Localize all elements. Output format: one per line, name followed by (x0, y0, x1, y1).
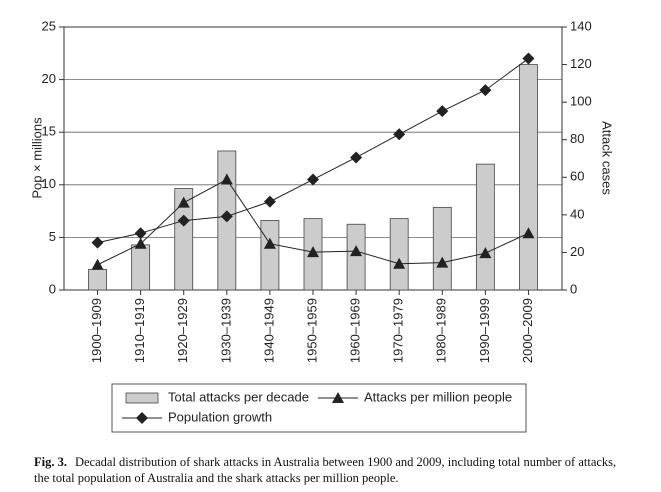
point (91, 258, 104, 270)
bar (88, 268, 107, 291)
caption-text: Decadal distribution of shark attacks in… (34, 455, 617, 485)
y-tick-label: 5 (49, 229, 56, 244)
point (177, 214, 190, 227)
x-tick-label: 2000–2009 (520, 298, 535, 363)
bar (475, 163, 495, 291)
point (91, 236, 104, 249)
point (393, 257, 406, 269)
bar (432, 206, 452, 291)
legend-label: Population growth (168, 409, 272, 424)
point (263, 195, 276, 208)
chart: Pop × millions Attack cases 0 5 10 15 20 25 0 2… (29, 18, 615, 433)
bar (131, 244, 151, 291)
y2-tick-label: 60 (570, 169, 584, 184)
x-tick-label: 1910–1919 (132, 298, 147, 363)
bar (174, 188, 194, 291)
bar (389, 218, 409, 291)
x-tick-label: 1900–1909 (89, 298, 104, 363)
point (350, 151, 363, 164)
figure-label: Fig. 3. (34, 455, 67, 469)
y2-tick-label: 100 (570, 94, 592, 109)
point (134, 237, 147, 249)
point (436, 105, 449, 118)
y2-axis-label: Attack cases (600, 121, 615, 195)
legend-marker (136, 412, 148, 424)
y-tick-label: 0 (49, 281, 56, 296)
x-tick-label: 1970–1979 (391, 298, 406, 363)
point (436, 256, 449, 268)
x-tick-label: 1980–1989 (434, 298, 449, 363)
legend-label: Attacks per million people (364, 389, 512, 404)
point (393, 128, 406, 141)
bar (519, 64, 538, 291)
bar (346, 223, 366, 291)
y2-tick-label: 80 (570, 131, 584, 146)
point (522, 227, 535, 239)
y2-tick-label: 20 (570, 244, 584, 259)
caption: Fig. 3. Decadal distribution of shark att… (34, 454, 634, 486)
legend-box (111, 383, 527, 433)
point (263, 237, 276, 249)
point (350, 245, 363, 257)
y-tick-label: 20 (42, 71, 56, 86)
point (522, 52, 535, 65)
y2-tick-label: 140 (570, 18, 592, 33)
x-tick-label: 1960–1969 (348, 298, 363, 363)
x-tick-label: 1930–1939 (218, 298, 233, 363)
line (97, 58, 529, 244)
y2-tick-label: 120 (570, 56, 592, 71)
point (307, 246, 319, 258)
y-tick-label: 15 (42, 124, 56, 139)
x-tick-label: 1990–1999 (477, 298, 492, 363)
y2-tick-label: 40 (570, 206, 584, 221)
point (479, 84, 492, 97)
bar (260, 220, 280, 291)
y-tick-label: 25 (42, 18, 56, 33)
x-tick-label: 1920–1929 (175, 298, 190, 363)
point (307, 173, 319, 186)
point (220, 210, 233, 223)
y-tick-label: 10 (42, 176, 56, 191)
point (220, 173, 233, 185)
legend-label: Total attacks per decade (168, 389, 309, 404)
point (479, 247, 492, 259)
x-tick-label: 1940–1949 (261, 298, 276, 363)
y2-tick-label: 0 (570, 281, 577, 296)
y-axis-label: Pop × millions (29, 117, 44, 199)
point (177, 196, 190, 208)
x-tick-label: 1950–1959 (304, 298, 319, 363)
legend-marker (332, 392, 344, 403)
legend-swatch (125, 392, 159, 404)
point (134, 227, 147, 240)
